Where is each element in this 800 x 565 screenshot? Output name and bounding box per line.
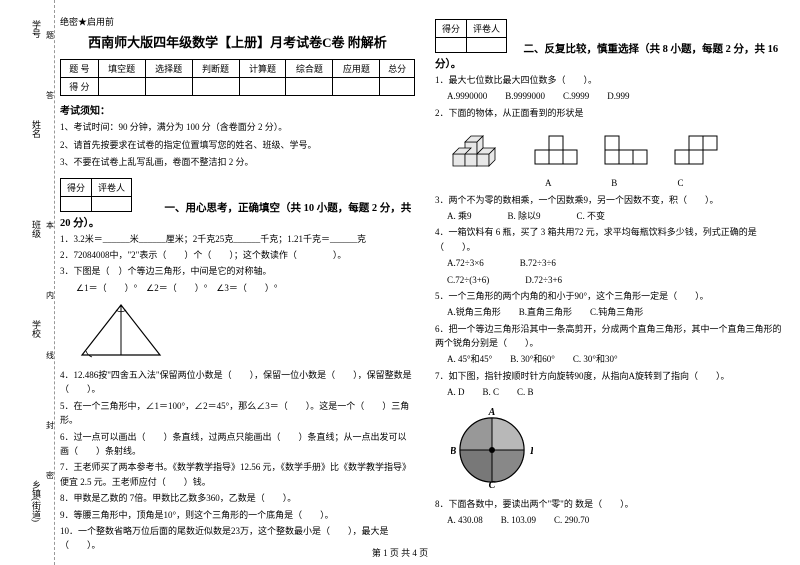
section1-score-box: 得分 评卷人 bbox=[60, 178, 132, 212]
right-column: 得分 评卷人 二、反复比较，慎重选择（共 8 小题，每题 2 分，共 16 分）… bbox=[435, 15, 790, 555]
s2-q7opts: A. D B. C C. B bbox=[447, 385, 790, 399]
option-a-shape bbox=[533, 128, 579, 168]
cell-blank[interactable] bbox=[98, 78, 145, 96]
s2-q5: 5．一个三角形的两个内角的和小于90°，这个三角形一定是（ ）。 bbox=[435, 289, 790, 303]
margin-label-xuehao: 学号 bbox=[30, 20, 43, 38]
score-table-header-row: 题 号 填空题 选择题 判断题 计算题 综合题 应用题 总分 bbox=[61, 60, 415, 78]
sb-c1: 得分 bbox=[61, 178, 92, 196]
sb-c1: 得分 bbox=[436, 20, 467, 38]
cell-blank[interactable] bbox=[145, 78, 192, 96]
th-7: 总分 bbox=[380, 60, 415, 78]
th-3: 判断题 bbox=[192, 60, 239, 78]
notice-2: 2、请首先按要求在试卷的指定位置填写您的姓名、班级、学号。 bbox=[60, 139, 415, 153]
row-label: 得 分 bbox=[61, 78, 99, 96]
s2-q7: 7．如下图，指针按顺时针方向旋转90度，从指向A旋转到了指向（ ）。 bbox=[435, 369, 790, 383]
page-content: 绝密★启用前 西南师大版四年级数学【上册】月考试卷C卷 附解析 题 号 填空题 … bbox=[60, 15, 790, 555]
s1-q3: 3．下图是（ ）个等边三角形，中间是它的对称轴。 bbox=[60, 264, 415, 278]
circle-compass-figure: A B C D bbox=[451, 406, 533, 488]
dashed-char-3: 内 bbox=[46, 290, 54, 301]
sb-blank[interactable] bbox=[436, 38, 467, 53]
section2-title: 二、反复比较，慎重选择（共 8 小题，每题 2 分，共 16 bbox=[524, 44, 779, 55]
margin-label-xingming: 姓名 bbox=[30, 120, 43, 138]
circ-d: D bbox=[529, 446, 533, 457]
sb-blank[interactable] bbox=[61, 196, 92, 211]
notice-1: 1、考试时间：90 分钟，满分为 100 分（含卷面分 2 分）。 bbox=[60, 121, 415, 135]
s1-q5: 5．在一个三角形中，∠1＝100°，∠2＝45°，那么∠3＝（ ）。这是一个（ … bbox=[60, 399, 415, 428]
cell-blank[interactable] bbox=[333, 78, 380, 96]
s1-q9: 9．等腰三角形中，顶角是10°，则这个三角形的一个底角是（ ）。 bbox=[60, 508, 415, 522]
margin-label-xuexiao: 学校 bbox=[30, 320, 43, 338]
s2-q8opts: A. 430.08 B. 103.09 C. 290.70 bbox=[447, 513, 790, 527]
option-c-shape bbox=[673, 128, 719, 168]
binding-margin: 学号 姓名 班级 学校 乡镇(街道) 题 答 本 内 线 封 密 bbox=[0, 0, 55, 565]
s1-q1: 1．3.2米＝______米______厘米；2千克25克______千克；1.… bbox=[60, 232, 415, 246]
s2-q3opts: A. 乘9 B. 除以9 C. 不变 bbox=[447, 209, 790, 223]
lbl-a: A bbox=[545, 178, 551, 188]
sb-c2: 评卷人 bbox=[467, 20, 507, 38]
dashed-char-2: 本 bbox=[46, 220, 54, 231]
s1-q7: 7．王老师买了两本参考书。《数学教学指导》12.56 元，《数学手册》比《数学教… bbox=[60, 460, 415, 489]
secret-line: 绝密★启用前 bbox=[60, 15, 415, 28]
s2-q6: 6．把一个等边三角形沿其中一条高剪开，分成两个直角三角形，其中一个直角三角形的两… bbox=[435, 322, 790, 351]
cell-blank[interactable] bbox=[286, 78, 333, 96]
exam-title: 西南师大版四年级数学【上册】月考试卷C卷 附解析 bbox=[60, 32, 415, 51]
s2-q2labels: A B C bbox=[545, 176, 790, 190]
th-1: 填空题 bbox=[98, 60, 145, 78]
s2-q3: 3．两个不为零的数相乘，一个因数乘9，另一个因数不变，积（ ）。 bbox=[435, 193, 790, 207]
sb-c2: 评卷人 bbox=[92, 178, 132, 196]
margin-label-banji: 班级 bbox=[30, 220, 43, 238]
s2-q4opts2: C.72÷(3+6) D.72÷3+6 bbox=[447, 273, 790, 287]
lbl-b: B bbox=[611, 178, 617, 188]
section2-title2: 分）。 bbox=[435, 59, 461, 70]
triangle-figure bbox=[76, 301, 166, 359]
th-0: 题 号 bbox=[61, 60, 99, 78]
circ-c: C bbox=[489, 480, 496, 488]
s2-q6opts: A. 45°和45° B. 30°和60° C. 30°和30° bbox=[447, 352, 790, 366]
sb-blank[interactable] bbox=[467, 38, 507, 53]
circ-a: A bbox=[488, 407, 496, 418]
s1-q2: 2．72084008中，"2"表示（ ）个（ ）；这个数读作（ ）。 bbox=[60, 248, 415, 262]
section2-score-box: 得分 评卷人 bbox=[435, 19, 507, 53]
page-footer: 第 1 页 共 4 页 bbox=[0, 546, 800, 559]
th-2: 选择题 bbox=[145, 60, 192, 78]
score-table-score-row: 得 分 bbox=[61, 78, 415, 96]
dashed-char-5: 封 bbox=[46, 420, 54, 431]
s2-q1opts: A.9990000 B.9999000 C.9999 D.999 bbox=[447, 89, 790, 103]
th-6: 应用题 bbox=[333, 60, 380, 78]
margin-label-xiangzhen: 乡镇(街道) bbox=[30, 480, 43, 522]
cell-blank[interactable] bbox=[380, 78, 415, 96]
s2-q2: 2．下面的物体，从正面看到的形状是 bbox=[435, 106, 790, 120]
s1-q6: 6．过一点可以画出（ ）条直线，过两点只能画出（ ）条直线；从一点出发可以画（ … bbox=[60, 430, 415, 459]
cell-blank[interactable] bbox=[192, 78, 239, 96]
s2-q8: 8．下面各数中，要读出两个"零"的 数是（ ）。 bbox=[435, 497, 790, 511]
notice-3: 3、不要在试卷上乱写乱画，卷面不整洁扣 2 分。 bbox=[60, 156, 415, 170]
th-5: 综合题 bbox=[286, 60, 333, 78]
dashed-char-6: 密 bbox=[46, 470, 54, 481]
s2-q4: 4．一箱饮料有 6 瓶，买了 3 箱共用72 元，求平均每瓶饮料多少钱，列式正确… bbox=[435, 225, 790, 254]
option-b-shape bbox=[603, 128, 649, 168]
cell-blank[interactable] bbox=[239, 78, 286, 96]
s2-q1: 1．最大七位数比最大四位数多（ ）。 bbox=[435, 73, 790, 87]
dashed-char-4: 线 bbox=[46, 350, 54, 361]
dashed-char-0: 题 bbox=[46, 30, 54, 41]
section1-title2: 20 分）。 bbox=[60, 218, 99, 229]
cubes-figure-row bbox=[445, 124, 790, 172]
section1-title: 一、用心思考，正确填空（共 10 小题，每题 2 分，共 bbox=[165, 203, 412, 214]
lbl-c: C bbox=[678, 178, 684, 188]
left-column: 绝密★启用前 西南师大版四年级数学【上册】月考试卷C卷 附解析 题 号 填空题 … bbox=[60, 15, 415, 555]
s2-q4opts: A.72÷3×6 B.72÷3÷6 bbox=[447, 256, 790, 270]
s2-q5opts: A.锐角三角形 B.直角三角形 C.钝角三角形 bbox=[447, 305, 790, 319]
dashed-char-1: 答 bbox=[46, 90, 54, 101]
th-4: 计算题 bbox=[239, 60, 286, 78]
s1-q4: 4．12.486按"四舍五入法"保留两位小数是（ ），保留一位小数是（ ），保留… bbox=[60, 368, 415, 397]
s1-q3b: ∠1＝（ ）° ∠2＝（ ）° ∠3＝（ ）° bbox=[76, 281, 415, 295]
cubes-3d-icon bbox=[445, 124, 509, 172]
circ-b: B bbox=[451, 446, 457, 457]
notice-title: 考试须知： bbox=[60, 102, 415, 117]
s1-q8: 8．甲数是乙数的 7倍。甲数比乙数多360，乙数是（ ）。 bbox=[60, 491, 415, 505]
score-table: 题 号 填空题 选择题 判断题 计算题 综合题 应用题 总分 得 分 bbox=[60, 59, 415, 96]
sb-blank[interactable] bbox=[92, 196, 132, 211]
